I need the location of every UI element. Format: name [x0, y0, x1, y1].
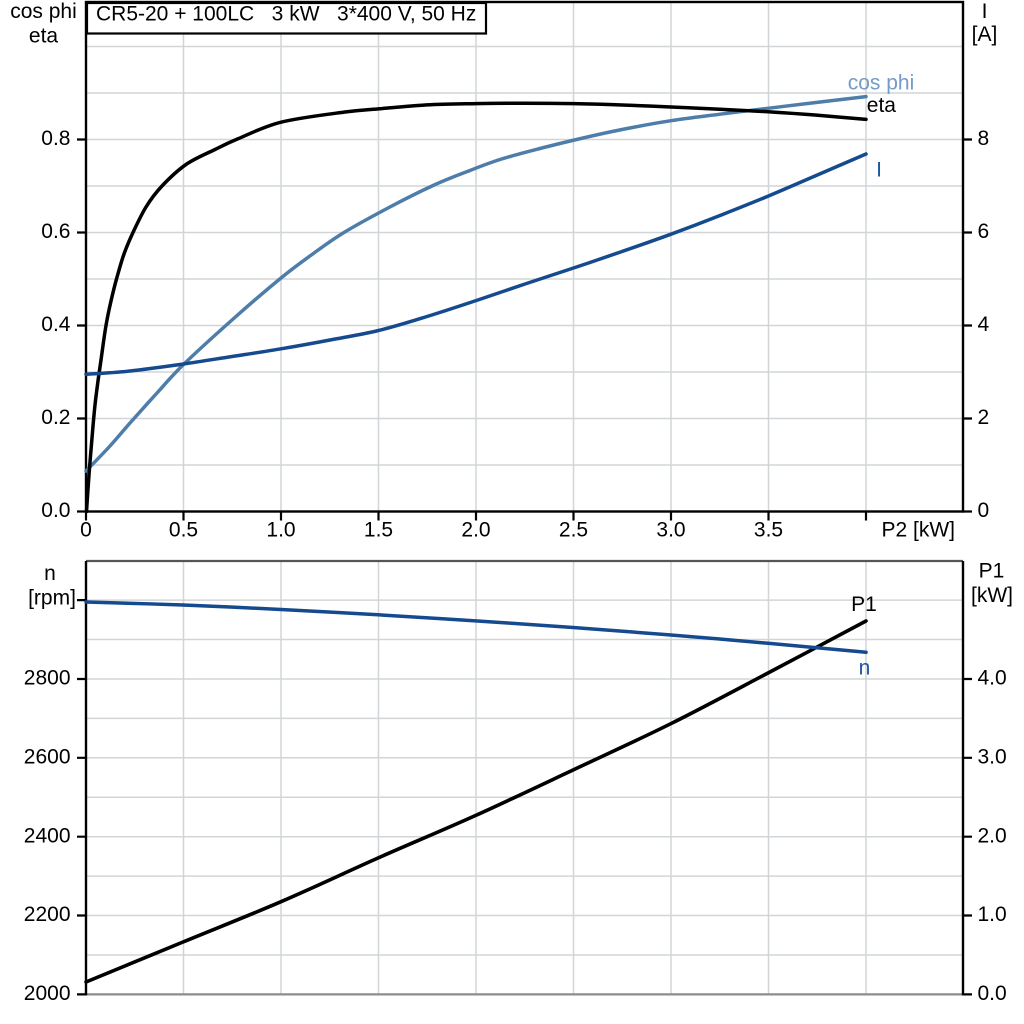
svg-text:0.0: 0.0	[978, 982, 1007, 1005]
svg-text:2200: 2200	[24, 903, 71, 926]
svg-text:2400: 2400	[24, 824, 71, 847]
svg-text:2: 2	[978, 406, 990, 429]
svg-text:I: I	[982, 0, 988, 23]
svg-text:2000: 2000	[24, 982, 71, 1005]
svg-text:4: 4	[978, 313, 990, 336]
svg-text:0: 0	[978, 499, 990, 522]
svg-text:4.0: 4.0	[978, 667, 1007, 690]
svg-text:0.0: 0.0	[41, 499, 70, 522]
svg-text:2600: 2600	[24, 746, 71, 769]
svg-text:6: 6	[978, 220, 990, 243]
svg-text:I: I	[876, 159, 882, 182]
svg-text:[A]: [A]	[972, 23, 998, 46]
svg-text:2.0: 2.0	[461, 519, 490, 542]
svg-text:cos phi: cos phi	[848, 72, 915, 95]
svg-text:[rpm]: [rpm]	[28, 587, 76, 610]
svg-text:P1: P1	[979, 560, 1005, 583]
svg-text:0.8: 0.8	[41, 127, 70, 150]
svg-text:3.0: 3.0	[656, 519, 685, 542]
svg-text:8: 8	[978, 127, 990, 150]
svg-text:0.2: 0.2	[41, 406, 70, 429]
svg-text:2.5: 2.5	[559, 519, 588, 542]
svg-text:n: n	[859, 657, 871, 680]
svg-text:0.6: 0.6	[41, 220, 70, 243]
svg-text:P1: P1	[851, 593, 877, 616]
svg-text:1.0: 1.0	[978, 903, 1007, 926]
svg-text:0: 0	[80, 519, 92, 542]
svg-text:3.0: 3.0	[978, 746, 1007, 769]
svg-text:3.5: 3.5	[754, 519, 783, 542]
svg-text:CR5-20 + 100LC 3 kW 3*400: CR5-20 + 100LC 3 kW 3*400 V, 50 Hz	[96, 3, 476, 26]
svg-text:0.5: 0.5	[169, 519, 198, 542]
svg-text:cos phi: cos phi	[10, 0, 77, 23]
svg-text:2800: 2800	[24, 667, 71, 690]
svg-text:1.5: 1.5	[364, 519, 393, 542]
svg-text:P2 [kW]: P2 [kW]	[881, 519, 955, 542]
svg-text:2.0: 2.0	[978, 824, 1007, 847]
svg-text:eta: eta	[867, 94, 897, 117]
svg-text:0.4: 0.4	[41, 313, 71, 336]
svg-text:n: n	[44, 562, 56, 585]
svg-text:[kW]: [kW]	[971, 584, 1013, 607]
svg-text:1.0: 1.0	[266, 519, 295, 542]
svg-text:eta: eta	[29, 25, 59, 48]
